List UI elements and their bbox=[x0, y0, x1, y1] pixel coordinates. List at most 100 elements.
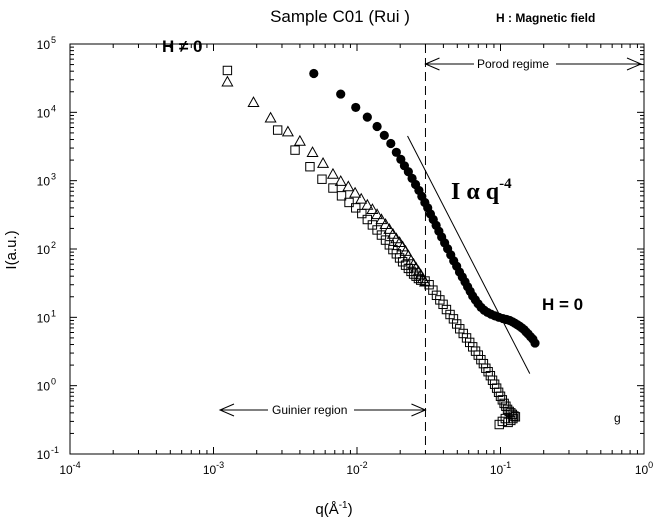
open-square-series bbox=[222, 65, 521, 430]
data-point-open-triangle bbox=[342, 180, 355, 192]
data-point-open-square bbox=[397, 257, 408, 267]
y-tick-base: 10 bbox=[37, 311, 51, 325]
x-axis-label-close: ) bbox=[348, 501, 353, 518]
porod-reference-line bbox=[407, 135, 531, 374]
data-point-open-square bbox=[502, 404, 513, 415]
data-point-open-square bbox=[428, 285, 438, 295]
axes bbox=[69, 43, 645, 455]
data-point-open-triangle bbox=[293, 134, 306, 146]
x-tick-label: 10-4 bbox=[59, 460, 80, 477]
y-tick-label: 101 bbox=[37, 308, 56, 325]
y-tick-base: 10 bbox=[37, 448, 51, 462]
data-point-open-square bbox=[362, 214, 373, 225]
data-point-open-square bbox=[499, 398, 509, 409]
data-point-open-square bbox=[441, 304, 452, 315]
data-point-open-triangle bbox=[281, 125, 294, 137]
porod-law-exp: -4 bbox=[499, 176, 512, 192]
data-point-filled-circle bbox=[351, 102, 361, 113]
porod-law-label: I α q-4 bbox=[451, 176, 512, 205]
x-tick-base: 10 bbox=[490, 463, 504, 477]
data-point-open-square bbox=[455, 324, 465, 334]
data-point-filled-circle bbox=[372, 121, 382, 132]
porod-regime-label: Porod regime bbox=[477, 57, 549, 71]
data-point-open-triangle bbox=[379, 218, 392, 229]
porod-arrow-right-head bbox=[626, 57, 643, 71]
x-tick-label: 100 bbox=[635, 460, 653, 477]
y-tick-base: 10 bbox=[37, 38, 51, 52]
data-point-open-square bbox=[406, 266, 416, 277]
data-point-open-triangle bbox=[326, 167, 340, 179]
corner-letter: g bbox=[614, 411, 621, 425]
x-tick-base: 10 bbox=[203, 463, 217, 477]
data-point-filled-circle bbox=[379, 130, 389, 140]
guinier-arrow-right-head bbox=[411, 403, 427, 417]
data-point-open-triangle bbox=[317, 156, 330, 168]
data-point-open-square bbox=[357, 208, 367, 219]
x-tick-exp: -1 bbox=[503, 460, 511, 470]
data-point-open-triangle bbox=[366, 203, 379, 215]
x-tick-exp: -3 bbox=[216, 460, 224, 470]
h-not-zero-label: H ≠ 0 bbox=[162, 37, 203, 56]
tick-labels: 10-4 10-3 10-2 10-1 10010-110010110210310410… bbox=[37, 35, 654, 477]
data-point-open-triangle bbox=[334, 175, 347, 186]
data-point-filled-circle bbox=[336, 89, 346, 99]
data-point-open-triangle bbox=[221, 75, 234, 87]
data-point-open-square bbox=[290, 145, 300, 155]
magnetic-field-note: H : Magnetic field bbox=[496, 11, 595, 25]
data-point-filled-circle bbox=[386, 138, 396, 149]
y-tick-label: 105 bbox=[37, 35, 56, 52]
chart-title: Sample C01 (Rui ) bbox=[270, 7, 410, 26]
x-tick-base: 10 bbox=[346, 463, 360, 477]
data-point-open-square bbox=[508, 413, 518, 424]
data-point-open-square bbox=[448, 314, 459, 324]
h-zero-label: H = 0 bbox=[542, 295, 583, 314]
y-tick-label: 103 bbox=[37, 172, 56, 189]
x-tick-base: 10 bbox=[59, 463, 73, 477]
y-tick-base: 10 bbox=[37, 243, 51, 257]
data-point-open-square bbox=[506, 415, 516, 426]
porod-law-main: I α q bbox=[451, 179, 500, 205]
annotations: Sample C01 (Rui ) H : Magnetic field I(a… bbox=[3, 7, 621, 518]
y-tick-exp: 1 bbox=[51, 308, 56, 318]
data-point-open-square bbox=[272, 125, 283, 135]
data-point-open-square bbox=[451, 319, 462, 329]
data-points bbox=[221, 65, 540, 430]
data-point-open-square bbox=[336, 191, 347, 201]
x-axis-label-main: q(Å bbox=[315, 501, 338, 518]
data-point-open-triangle bbox=[361, 198, 374, 210]
data-point-filled-circle bbox=[391, 147, 401, 157]
data-point-open-triangle bbox=[355, 192, 368, 204]
data-point-open-triangle bbox=[375, 213, 388, 225]
data-point-open-triangle bbox=[306, 146, 319, 157]
guinier-arrow-left-head bbox=[218, 403, 235, 417]
x-tick-exp: -2 bbox=[360, 460, 368, 470]
data-point-open-triangle bbox=[247, 96, 260, 108]
y-axis-label: I(a.u.) bbox=[3, 230, 20, 269]
data-point-open-square bbox=[305, 162, 315, 172]
y-tick-exp: 2 bbox=[51, 240, 56, 250]
filled-circle-series bbox=[309, 68, 540, 348]
data-point-open-square bbox=[222, 65, 233, 76]
data-point-open-square bbox=[403, 263, 414, 274]
y-tick-base: 10 bbox=[37, 106, 51, 120]
y-tick-label: 102 bbox=[37, 240, 56, 257]
x-axis-label: q(Å-1) bbox=[315, 500, 352, 518]
y-tick-exp: 4 bbox=[51, 103, 56, 113]
y-tick-label: 104 bbox=[37, 103, 56, 120]
data-point-open-square bbox=[413, 273, 424, 284]
data-point-open-square bbox=[501, 401, 511, 411]
guinier-region-label: Guinier region bbox=[272, 403, 347, 417]
data-point-open-square bbox=[494, 419, 504, 430]
x-tick-exp: 0 bbox=[648, 460, 653, 470]
data-point-open-square bbox=[317, 174, 327, 184]
y-tick-label: 10-1 bbox=[37, 445, 59, 462]
data-point-open-triangle bbox=[349, 186, 362, 198]
data-point-open-triangle bbox=[264, 111, 277, 123]
y-tick-label: 100 bbox=[37, 377, 56, 394]
data-point-open-square bbox=[384, 240, 395, 250]
y-tick-exp: -1 bbox=[51, 445, 59, 455]
x-tick-label: 10-2 bbox=[346, 460, 367, 477]
data-point-open-square bbox=[344, 197, 354, 208]
x-axis-label-sup: -1 bbox=[339, 500, 348, 511]
